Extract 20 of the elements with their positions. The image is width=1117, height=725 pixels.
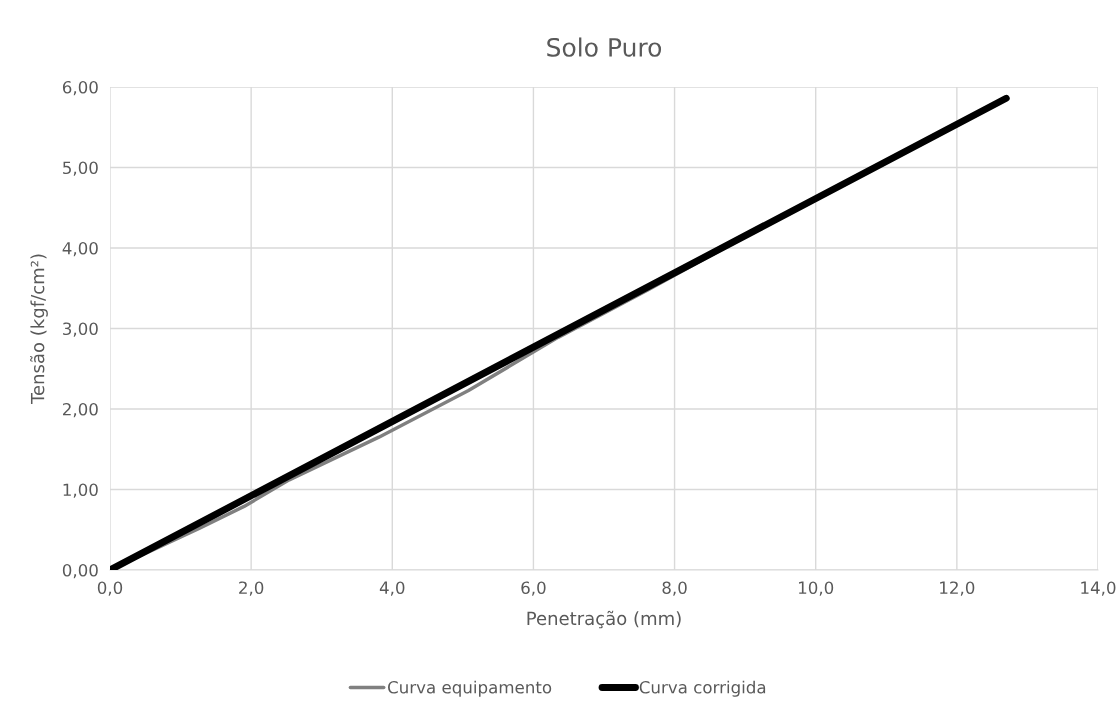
- x-tick-label: 12,0: [940, 581, 975, 596]
- legend-label: Curva corrigida: [639, 680, 766, 697]
- y-tick-label: 6,00: [62, 80, 98, 96]
- x-tick-label: 4,0: [379, 581, 405, 596]
- y-axis-title: Tensão (kgf/cm²): [30, 254, 48, 405]
- y-tick-label: 1,00: [63, 483, 98, 498]
- x-tick-label: 0,0: [97, 581, 123, 596]
- x-tick-label: 6,0: [521, 581, 546, 596]
- x-tick-label: 2,0: [239, 581, 264, 596]
- x-tick-label: 10,0: [798, 581, 834, 596]
- y-tick-label: 5,00: [63, 161, 98, 176]
- y-tick-label: 4,00: [62, 241, 98, 257]
- y-tick-label: 2,00: [63, 402, 98, 418]
- legend-label: Curva equipamento: [388, 680, 552, 697]
- chart-title: Solo Puro: [547, 37, 662, 57]
- x-axis-title: Penetração (mm): [527, 610, 681, 629]
- x-tick-label: 14,0: [1081, 581, 1116, 596]
- x-tick-label: 8,0: [662, 581, 687, 596]
- y-tick-label: 3,00: [63, 322, 98, 337]
- y-tick-label: 0,00: [62, 563, 98, 579]
